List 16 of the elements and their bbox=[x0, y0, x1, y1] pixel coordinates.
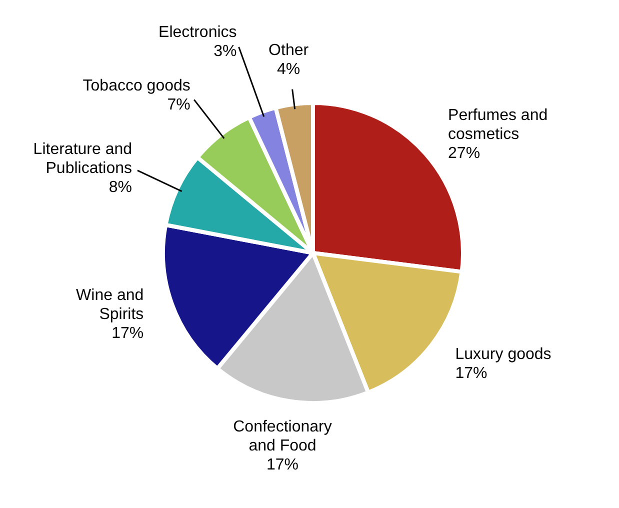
data-label: 27% bbox=[448, 144, 480, 162]
data-label: 8% bbox=[108, 178, 132, 196]
data-label: 3% bbox=[214, 42, 237, 60]
slice-label: Wine and Spirits bbox=[76, 286, 144, 322]
data-label: 7% bbox=[167, 96, 190, 113]
data-label: 4% bbox=[277, 60, 300, 78]
data-label: 17% bbox=[112, 324, 144, 342]
data-label: 17% bbox=[455, 364, 488, 382]
slice-label: Perfumes and cosmetics bbox=[448, 106, 548, 142]
data-label: 17% bbox=[266, 456, 299, 474]
slice-label: Tobacco goods bbox=[82, 76, 190, 94]
slice-label: Luxury goods bbox=[455, 345, 552, 362]
slice-label: Confectionary and Food bbox=[233, 418, 332, 454]
slice-label: Other bbox=[268, 42, 310, 59]
slice-label: Literature and Publications bbox=[33, 140, 132, 176]
slice-label: Electronics bbox=[158, 23, 237, 40]
